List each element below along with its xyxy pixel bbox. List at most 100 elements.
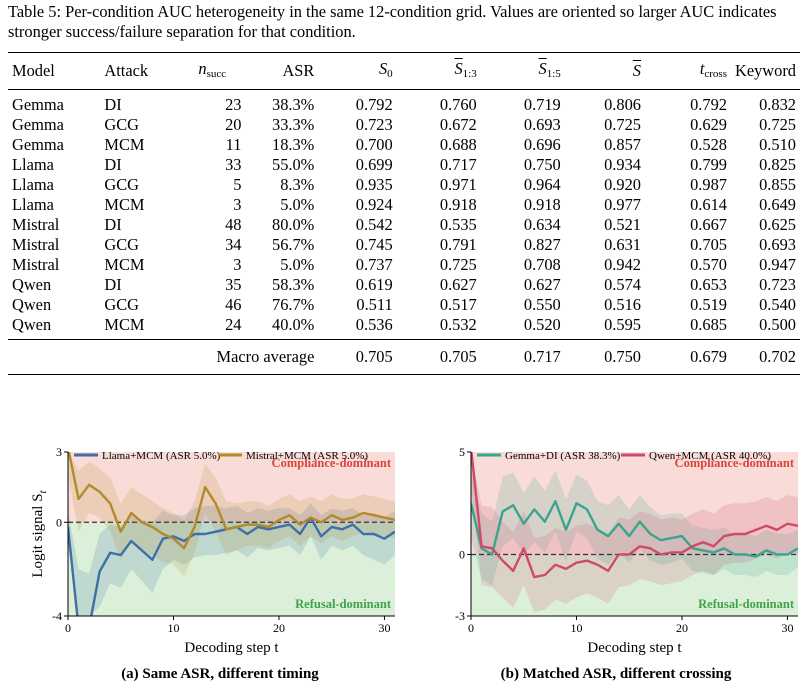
cell-s15: 0.550 — [523, 295, 561, 314]
cell-sbar: 0.934 — [604, 155, 641, 174]
table-caption: Table 5: Per-condition AUC heterogeneity… — [8, 2, 777, 41]
cell-s13: 0.517 — [439, 295, 477, 314]
macro-s13: 0.705 — [396, 339, 481, 375]
cell-s0: 0.723 — [355, 115, 393, 134]
cell-s0: 0.536 — [355, 315, 393, 334]
cell-s13: 0.791 — [439, 235, 477, 254]
cell-attack: GCG — [104, 115, 139, 134]
cell-s15: 0.918 — [523, 195, 561, 214]
cell-s15: 0.964 — [523, 175, 561, 194]
cell-tcross: 0.653 — [690, 275, 727, 294]
cell-n-succ: 34 — [225, 235, 242, 254]
cell-n-succ: 48 — [225, 215, 242, 234]
cell-model: Gemma — [12, 115, 64, 134]
cell-tcross: 0.528 — [690, 135, 727, 154]
cell-model: Llama — [12, 155, 54, 174]
cell-asr: 56.7% — [272, 235, 315, 254]
cell-s13: 0.760 — [439, 95, 477, 114]
x-axis-label: Decoding step t — [587, 640, 682, 656]
cell-tcross: 0.799 — [690, 155, 727, 174]
cell-s15: 0.708 — [523, 255, 561, 274]
cell-s13: 0.717 — [439, 155, 477, 174]
macro-s15: 0.717 — [480, 339, 565, 375]
cell-n-succ: 33 — [225, 155, 242, 174]
cell-s0: 0.700 — [355, 135, 393, 154]
macro-average-row: Macro average 0.705 0.705 0.717 0.750 0.… — [8, 339, 800, 375]
x-tick-label: 20 — [676, 621, 688, 635]
region-refusal — [68, 522, 395, 616]
cell-n-succ: 5 — [233, 175, 242, 194]
cell-model: Qwen — [12, 315, 52, 334]
cell-s13: 0.971 — [439, 175, 477, 194]
cell-keyword: 0.693 — [759, 235, 796, 254]
cell-keyword: 0.649 — [759, 195, 796, 214]
y-tick-label: 3 — [56, 445, 62, 459]
table-row: Gemma GCG 20 33.3% 0.723 0.672 0.693 0.725 0.629… — [8, 115, 800, 135]
header-tcross: tcross — [645, 52, 731, 90]
legend-label-1: Mistral+MCM (ASR 5.0%) — [246, 450, 368, 462]
table-row: Qwen MCM 24 40.0% 0.536 0.532 0.520 0.595 0.685 0… — [8, 315, 800, 340]
cell-sbar: 0.631 — [604, 235, 641, 254]
cell-attack: GCG — [104, 235, 139, 254]
header-n-succ: nsucc — [179, 52, 246, 90]
cell-model: Llama — [12, 175, 54, 194]
x-tick-label: 0 — [65, 621, 71, 635]
y-tick-label: 0 — [459, 548, 465, 562]
macro-keyword: 0.702 — [731, 339, 800, 375]
cell-keyword: 0.500 — [759, 315, 796, 334]
table-row: Mistral GCG 34 56.7% 0.745 0.791 0.827 0.631 0.7… — [8, 235, 800, 255]
table-row: Qwen GCG 46 76.7% 0.511 0.517 0.550 0.516 0.519 0… — [8, 295, 800, 315]
cell-n-succ: 3 — [233, 255, 242, 274]
region-label-compliance: Compliance-dominant — [272, 456, 392, 470]
legend-label-0: Llama+MCM (ASR 5.0%) — [102, 450, 221, 462]
region-label-refusal: Refusal-dominant — [698, 597, 795, 611]
cell-tcross: 0.629 — [690, 115, 727, 134]
cell-n-succ: 3 — [233, 195, 242, 214]
cell-keyword: 0.723 — [759, 275, 796, 294]
auc-table: Model Attack nsucc ASR S0 S1:3 S1:5 S tc… — [8, 52, 800, 375]
cell-asr: 5.0% — [280, 255, 315, 274]
y-tick-label: -4 — [52, 609, 62, 623]
cell-n-succ: 23 — [225, 95, 242, 114]
cell-tcross: 0.614 — [690, 195, 727, 214]
cell-s13: 0.725 — [439, 255, 477, 274]
region-compliance — [68, 452, 395, 523]
cell-attack: GCG — [104, 175, 139, 194]
x-tick-label: 30 — [378, 621, 390, 635]
cell-tcross: 0.519 — [690, 295, 727, 314]
cell-n-succ: 20 — [225, 115, 242, 134]
x-axis-label: Decoding step t — [184, 640, 279, 656]
cell-sbar: 0.920 — [604, 175, 641, 194]
cell-attack: MCM — [104, 135, 145, 154]
cell-keyword: 0.725 — [759, 115, 796, 134]
table-row: Mistral DI 48 80.0% 0.542 0.535 0.634 0.521 0.66… — [8, 215, 800, 235]
cell-model: Llama — [12, 195, 54, 214]
cell-keyword: 0.947 — [759, 255, 796, 274]
series-line-0 — [471, 499, 798, 558]
y-axis-label: Logit signal St — [30, 489, 49, 577]
cell-model: Qwen — [12, 275, 52, 294]
cell-s0: 0.511 — [356, 295, 393, 314]
table-row: Llama DI 33 55.0% 0.699 0.717 0.750 0.934 0.799 0… — [8, 155, 800, 175]
cell-keyword: 0.510 — [759, 135, 796, 154]
cell-n-succ: 35 — [225, 275, 242, 294]
cell-model: Qwen — [12, 295, 52, 314]
table-row: Gemma MCM 11 18.3% 0.700 0.688 0.696 0.857 0.528… — [8, 135, 800, 155]
cell-s13: 0.688 — [439, 135, 477, 154]
cell-model: Gemma — [12, 95, 64, 114]
cell-asr: 38.3% — [272, 95, 315, 114]
cell-sbar: 0.806 — [604, 95, 641, 114]
cell-s15: 0.719 — [523, 95, 561, 114]
cell-keyword: 0.540 — [759, 295, 796, 314]
cell-s0: 0.699 — [355, 155, 393, 174]
cell-sbar: 0.521 — [604, 215, 641, 234]
table-row: Mistral MCM 3 5.0% 0.737 0.725 0.708 0.942 0.570… — [8, 255, 800, 275]
y-tick-label: 0 — [56, 515, 62, 529]
series-line-1 — [68, 452, 395, 550]
cell-model: Mistral — [12, 215, 60, 234]
cell-model: Mistral — [12, 235, 60, 254]
cell-s13: 0.532 — [439, 315, 477, 334]
table-row: Qwen DI 35 58.3% 0.619 0.627 0.627 0.574 0.653 0.… — [8, 275, 800, 295]
cell-attack: DI — [104, 95, 122, 114]
legend-label-1: Qwen+MCM (ASR 40.0%) — [649, 450, 771, 462]
